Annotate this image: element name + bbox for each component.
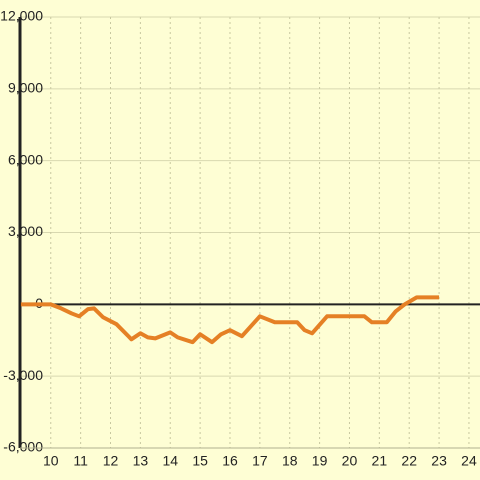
x-tick-label: 17 <box>252 453 268 469</box>
x-tick-label: 11 <box>73 453 88 469</box>
x-tick-label: 15 <box>192 453 208 469</box>
x-tick-label: 24 <box>461 453 477 469</box>
x-tick-label: 22 <box>401 453 417 469</box>
x-tick-label: 10 <box>43 453 59 469</box>
y-tick-label: 6,000 <box>8 151 43 167</box>
y-tick-label: 9,000 <box>8 80 43 96</box>
x-tick-label: 16 <box>222 453 238 469</box>
x-tick-label: 20 <box>342 453 358 469</box>
y-tick-label: -3,000 <box>3 367 43 383</box>
data-line <box>20 295 440 345</box>
x-tick-label: 21 <box>372 453 388 469</box>
y-tick-label: 12,000 <box>0 8 43 24</box>
x-tick-label: 18 <box>282 453 298 469</box>
y-tick-label: 3,000 <box>8 223 43 239</box>
y-tick-label: -6,000 <box>3 439 43 455</box>
x-tick-label: 12 <box>103 453 119 469</box>
x-tick-label: 23 <box>431 453 447 469</box>
x-tick-label: 19 <box>312 453 328 469</box>
x-tick-label: 14 <box>162 453 178 469</box>
x-tick-label: 13 <box>133 453 149 469</box>
